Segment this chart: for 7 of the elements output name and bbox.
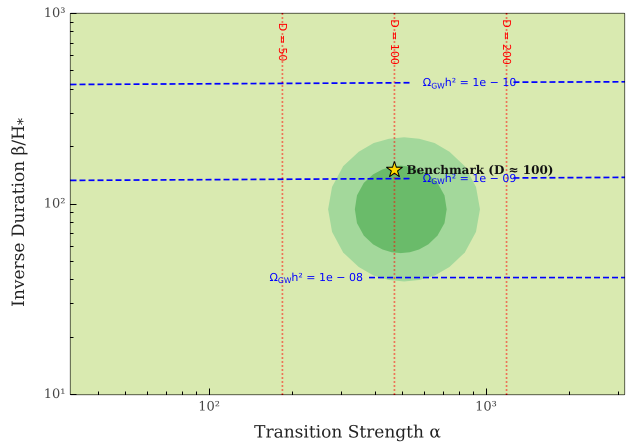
text: D = 100 [388,19,401,65]
y-tick-label: 10¹ [44,387,66,402]
text: D = 50 [276,22,289,62]
text: D = 200 [500,19,514,65]
x-axis-title: Transition Strength α [254,422,442,442]
y-tick-label: 10² [44,196,66,212]
y-tick-label: 10³ [44,6,66,21]
